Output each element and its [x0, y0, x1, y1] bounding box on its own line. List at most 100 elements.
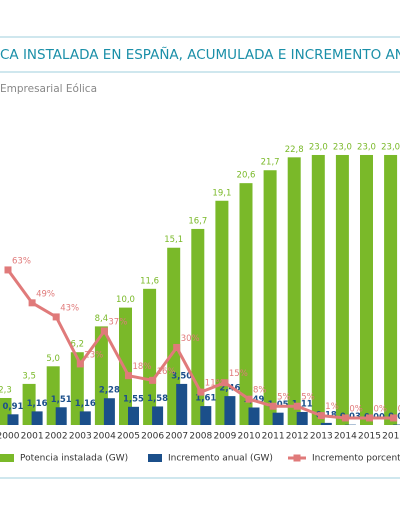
data-label: 1%: [325, 402, 339, 412]
x-tick-label: 2015: [358, 432, 381, 442]
data-label: 1,11: [292, 399, 313, 409]
line-marker: [76, 360, 84, 368]
data-label: 20,6: [237, 171, 256, 181]
bar: [263, 170, 277, 425]
bar: [70, 352, 84, 425]
bar: [103, 398, 115, 425]
line-marker: [317, 412, 325, 420]
data-label: 1,16: [75, 399, 96, 409]
legend-swatch: [293, 454, 301, 462]
x-tick-label: 2001: [21, 432, 44, 442]
bar: [239, 183, 253, 425]
bar: [311, 154, 325, 426]
data-label: 1,51: [51, 395, 72, 405]
legend-label: Incremento anual (GW): [168, 454, 273, 464]
data-label: 0%: [398, 404, 400, 414]
data-label: 5,0: [46, 354, 60, 364]
line-marker: [366, 414, 373, 422]
data-label: 3,5: [22, 371, 36, 381]
line-marker: [149, 376, 157, 384]
x-tick-label: 2009: [213, 432, 236, 442]
bar: [335, 154, 349, 426]
data-label: 23,0: [333, 142, 352, 152]
data-label: 18%: [133, 362, 152, 372]
bar: [79, 411, 91, 425]
data-label: 21,7: [261, 158, 280, 168]
x-tick-label: 2012: [286, 432, 309, 442]
data-label: 0,91: [3, 402, 24, 412]
data-label: 11%: [205, 379, 224, 389]
data-label: 2,28: [99, 386, 120, 396]
data-label: 6,2: [71, 340, 85, 350]
line-marker: [100, 327, 108, 335]
x-tick-label: 2011: [262, 432, 285, 442]
x-tick-label: 2002: [45, 432, 68, 442]
bar: [384, 154, 398, 426]
chart-title: CA INSTALADA EN ESPAÑA, ACUMULADA E INCR…: [0, 46, 400, 63]
line-marker: [341, 414, 349, 422]
data-label: 1,58: [147, 394, 168, 404]
x-tick-label: 2016: [382, 432, 400, 442]
x-tick-label: 2014: [334, 432, 357, 442]
bar: [7, 414, 19, 425]
data-label: 16%: [157, 367, 176, 377]
data-label: 22,8: [285, 145, 304, 155]
legend-label: Incremento porcentual: [312, 454, 400, 464]
bar: [0, 397, 12, 425]
data-label: 23,0: [309, 142, 328, 152]
data-label: 15%: [229, 369, 248, 379]
chart-subtitle: Empresarial Eólica: [0, 83, 97, 95]
x-tick-label: 2006: [141, 432, 164, 442]
bar: [176, 383, 188, 425]
bar: [119, 307, 132, 425]
line-marker: [197, 388, 205, 396]
data-label: 3,50: [171, 371, 192, 381]
data-label: 37%: [108, 318, 127, 328]
x-tick-label: 2010: [238, 432, 261, 442]
bar: [248, 407, 260, 425]
data-label: 15,1: [164, 235, 183, 245]
x-tick-label: 2007: [165, 432, 188, 442]
bar: [215, 200, 229, 425]
data-label: 16,7: [188, 216, 207, 226]
bar: [320, 422, 332, 425]
bar: [128, 406, 139, 425]
line-marker: [390, 414, 398, 422]
bar: [200, 406, 212, 425]
data-label: 30%: [181, 334, 200, 344]
line-marker: [245, 395, 253, 403]
data-label: 1,55: [123, 394, 144, 404]
bar: [143, 288, 157, 425]
data-label: 5%: [277, 393, 291, 403]
bar: [360, 154, 373, 426]
data-label: 23,0: [381, 142, 400, 152]
x-tick-label: 2005: [117, 432, 140, 442]
data-label: 1,16: [27, 399, 48, 409]
data-label: 10,0: [116, 295, 135, 305]
line-marker: [173, 343, 181, 351]
x-tick-label: 2000: [0, 432, 20, 442]
legend-label: Potencia instalada (GW): [20, 454, 128, 464]
line-marker: [4, 266, 12, 274]
data-label: 2,3: [0, 385, 12, 395]
data-label: 23,0: [357, 142, 376, 152]
data-label: 49%: [36, 289, 55, 299]
data-label: 19,1: [212, 188, 231, 198]
bar: [167, 247, 181, 425]
data-label: 5%: [301, 393, 315, 403]
bar: [31, 411, 43, 425]
bar: [296, 411, 308, 425]
data-label: 1,61: [195, 394, 216, 404]
bar: [152, 406, 164, 425]
data-label: 0%: [349, 404, 363, 414]
x-tick-label: 2008: [189, 432, 212, 442]
data-label: 63%: [12, 256, 31, 266]
line-marker: [52, 313, 60, 321]
bar: [287, 157, 301, 425]
x-tick-label: 2013: [310, 432, 333, 442]
data-label: 8%: [253, 386, 267, 396]
data-label: 43%: [60, 303, 79, 313]
data-label: 23%: [84, 350, 103, 360]
line-marker: [293, 402, 301, 410]
